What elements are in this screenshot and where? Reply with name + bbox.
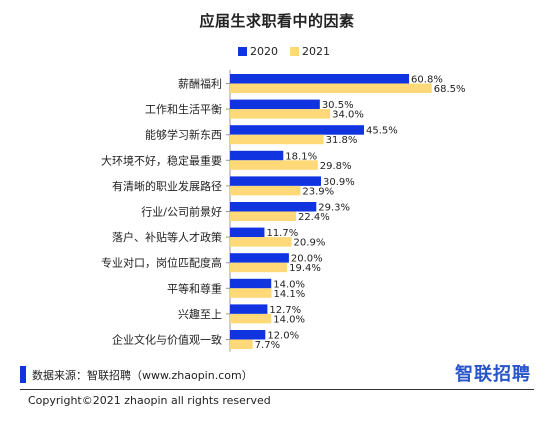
data-label-2020: 12.7% <box>269 305 301 316</box>
copyright: Copyright©2021 zhaopin all rights reserv… <box>28 394 271 407</box>
chart-title: 应届生求职看中的因素 <box>199 12 355 30</box>
data-label-2020: 20.0% <box>291 254 323 265</box>
data-label-2020: 14.0% <box>273 279 305 290</box>
data-label-2021: 14.1% <box>274 289 306 300</box>
bar-2021 <box>230 185 301 196</box>
data-label-2021: 31.8% <box>326 135 358 146</box>
bar-2020 <box>230 202 317 212</box>
footer-divider <box>20 389 534 390</box>
bar-2021 <box>230 262 288 273</box>
bar-2021 <box>230 313 272 324</box>
bar-2021 <box>230 83 432 93</box>
data-label-2020: 11.7% <box>266 228 298 239</box>
data-label-2021: 22.4% <box>298 212 330 223</box>
bar-chart: 薪酬福利 60.8%68.5% 工作和生活平衡 30.5%34.0% 能够学习新东西 45… <box>101 70 466 352</box>
data-label-2020: 30.9% <box>323 177 355 188</box>
data-label-2020: 18.1% <box>285 151 317 162</box>
bar-2021 <box>230 237 292 247</box>
bar-2021 <box>230 339 253 349</box>
category-label: 专业对口，岗位匹配度高 <box>101 256 222 270</box>
category-label: 薪酬福利 <box>178 77 222 91</box>
bar-2020 <box>230 227 265 238</box>
legend-item-2020: 2020 <box>238 45 278 58</box>
bar-2020 <box>230 330 266 340</box>
bar-2020 <box>230 74 410 84</box>
data-label-2021: 19.4% <box>289 263 321 274</box>
category-label: 平等和尊重 <box>167 281 222 295</box>
source-marker <box>20 366 26 383</box>
category-label: 能够学习新东西 <box>145 128 222 142</box>
category-label: 大环境不好，稳定最重要 <box>101 153 222 167</box>
category-label: 落户、补贴等人才政策 <box>112 230 222 244</box>
bar-2020 <box>230 253 289 263</box>
category-label: 有清晰的职业发展路径 <box>112 179 222 193</box>
category-label: 工作和生活平衡 <box>145 102 222 116</box>
bar-2021 <box>230 134 324 145</box>
bar-2021 <box>230 160 318 170</box>
legend-swatch-2021 <box>290 47 299 56</box>
bar-2021 <box>230 109 331 119</box>
bar-2020 <box>230 150 284 161</box>
legend-label-2021: 2021 <box>302 45 330 58</box>
category-label: 行业/公司前景好 <box>141 205 222 219</box>
data-label-2021: 68.5% <box>434 84 466 95</box>
bar-2020 <box>230 99 320 110</box>
bar-2020 <box>230 125 364 135</box>
legend: 2020 2021 <box>238 45 336 58</box>
data-label-2021: 20.9% <box>294 238 326 249</box>
zhaopin-logo: 智联招聘 <box>455 364 531 385</box>
data-label-2020: 30.5% <box>322 100 354 111</box>
bar-2020 <box>230 278 272 289</box>
category-label: 兴趣至上 <box>178 307 222 321</box>
legend-swatch-2020 <box>238 47 247 56</box>
legend-label-2020: 2020 <box>250 45 278 58</box>
data-source: 数据来源：智联招聘（www.zhaopin.com） <box>32 369 253 382</box>
data-label-2020: 60.8% <box>411 75 443 86</box>
data-label-2021: 34.0% <box>332 110 364 121</box>
bar-2021 <box>230 288 272 298</box>
legend-item-2021: 2021 <box>290 45 330 58</box>
data-label-2020: 12.0% <box>267 331 299 342</box>
bar-2020 <box>230 304 268 314</box>
data-label-2021: 29.8% <box>320 161 352 172</box>
data-label-2021: 7.7% <box>255 340 280 351</box>
category-label: 企业文化与价值观一致 <box>112 333 222 347</box>
data-label-2020: 45.5% <box>366 126 398 137</box>
bar-2021 <box>230 211 296 221</box>
data-label-2021: 23.9% <box>302 186 334 197</box>
bar-2020 <box>230 176 322 186</box>
data-label-2021: 14.0% <box>273 314 305 325</box>
data-label-2020: 29.3% <box>318 203 350 214</box>
